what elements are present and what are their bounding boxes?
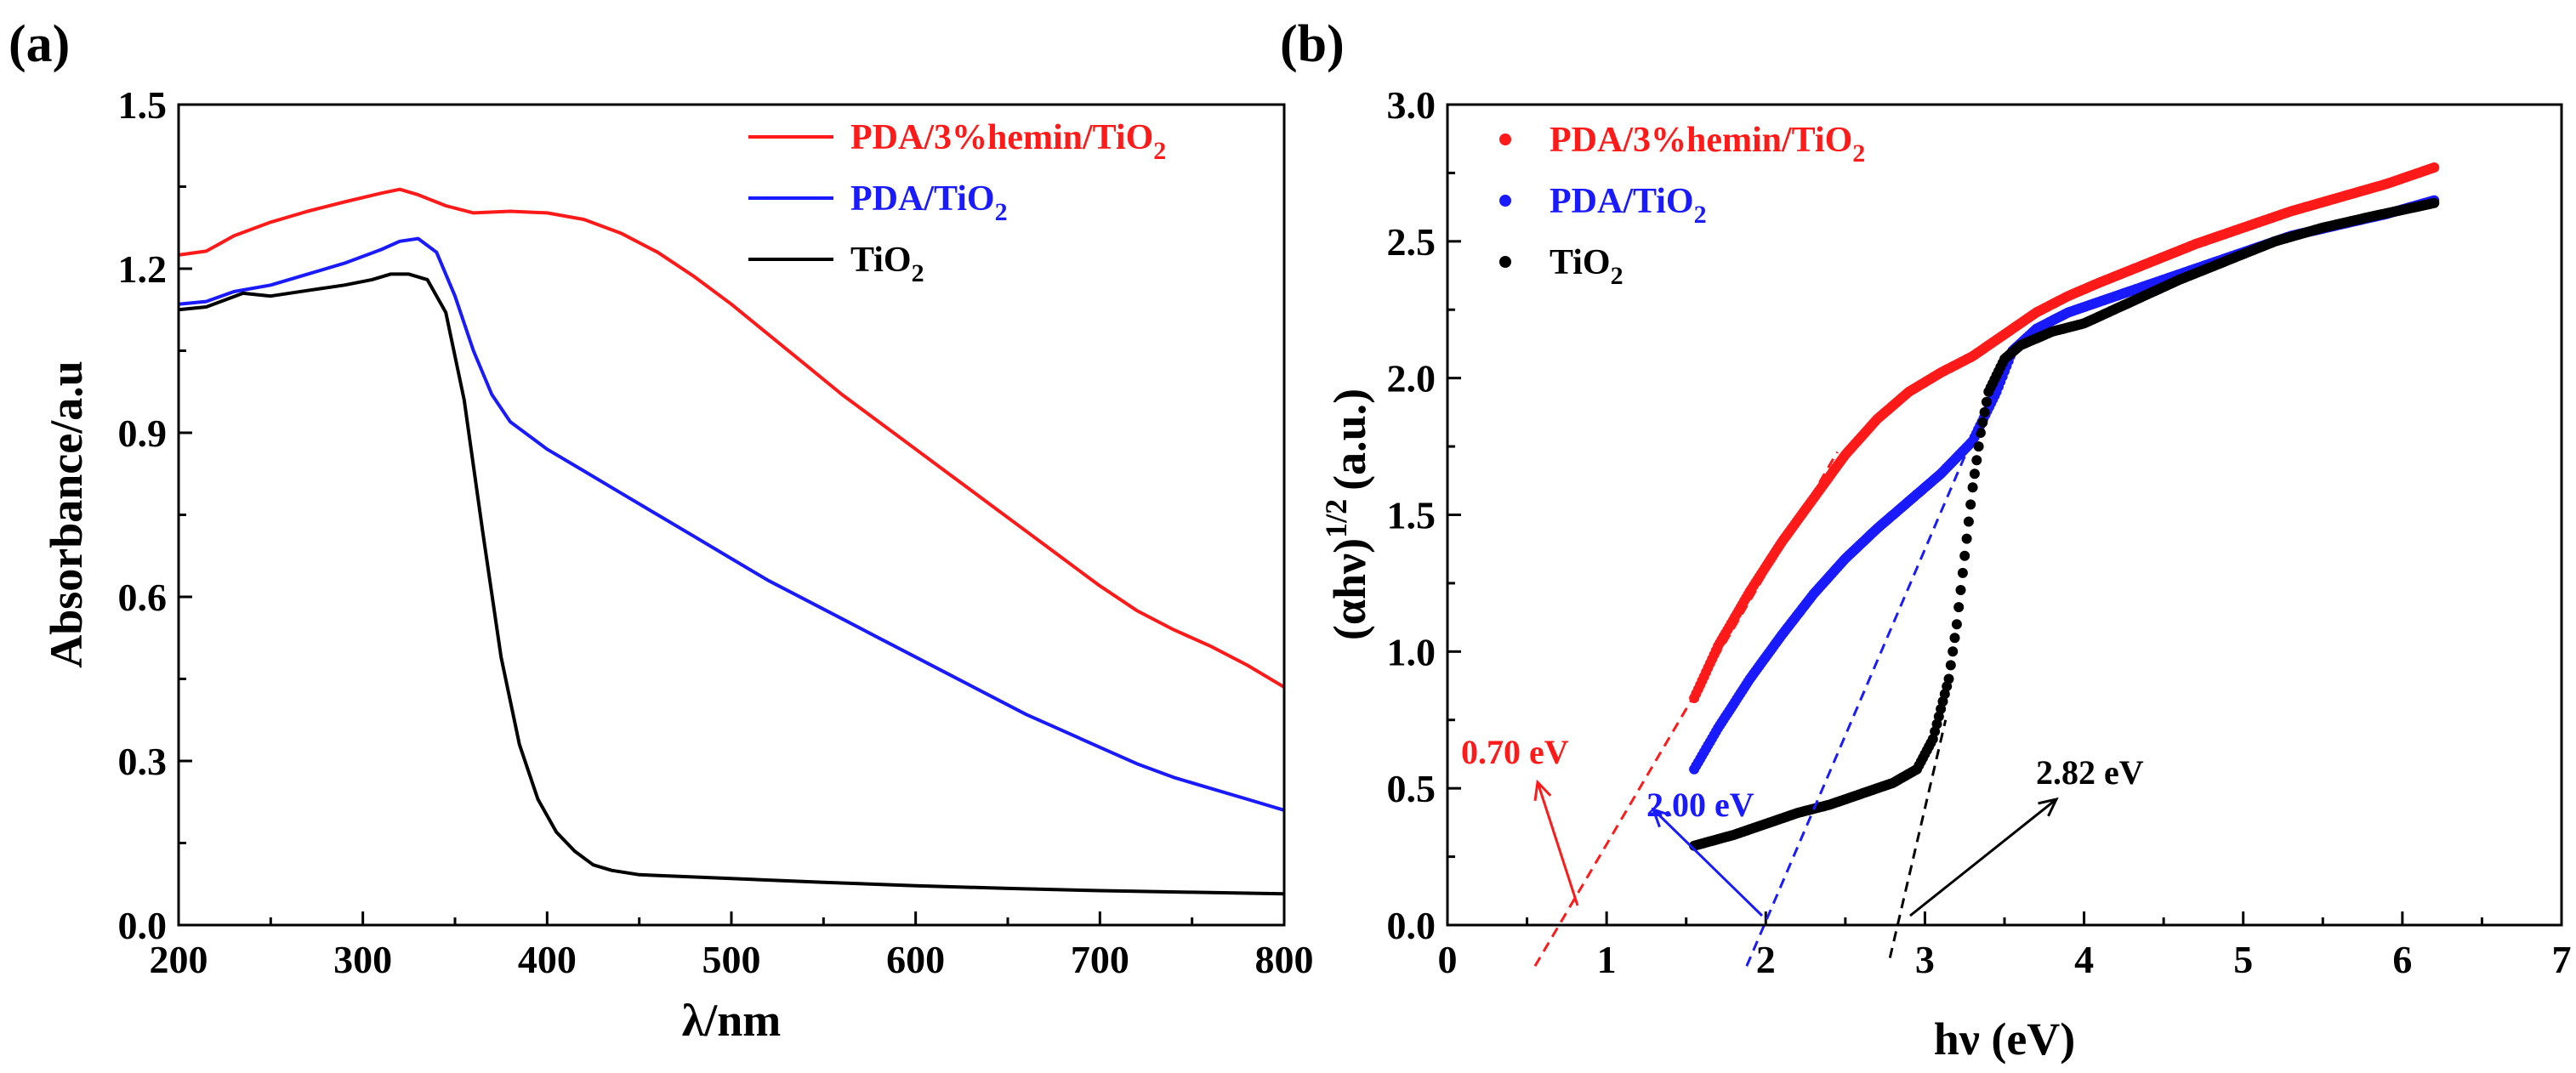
panel-b-x-tick-label: 5 bbox=[2233, 938, 2253, 981]
panel-b-data-point bbox=[1955, 585, 1966, 595]
panel-b-data-point bbox=[1961, 533, 1972, 544]
panel-b-y-tick-label: 2.5 bbox=[1387, 220, 1436, 264]
panel-a-y-tick-label: 0.3 bbox=[118, 740, 168, 783]
panel-b-annotation-arrowhead bbox=[1651, 807, 1672, 828]
panel-a-x-tick-label: 800 bbox=[1255, 938, 1314, 981]
panel-b-annotation-arrow bbox=[1909, 798, 2057, 917]
panel-b-y-tick-label: 3.0 bbox=[1387, 83, 1436, 127]
panel-b-annotations: 0.70 eV 2.00 eV 2.82 eV bbox=[1461, 418, 2144, 968]
panel-a-x-tick-label: 500 bbox=[702, 938, 761, 981]
panel-b-x-tick-label: 6 bbox=[2392, 938, 2412, 981]
panel-b-y-axis-title: (αhν)1/2 (a.u.) bbox=[1319, 389, 1375, 640]
panel-b-legend: PDA/3%hemin/TiO2 PDA/TiO2 TiO2 bbox=[1499, 121, 1865, 290]
panel-a-x-tick-label: 600 bbox=[886, 938, 945, 981]
panel-a-legend-label: PDA/3%hemin/TiO2 bbox=[850, 118, 1166, 165]
panel-b-y-axis-title-unit: (a.u.) bbox=[1324, 389, 1375, 491]
panel-b-annotation-arrow bbox=[1536, 781, 1579, 906]
panel-a-series bbox=[178, 187, 1286, 896]
panel-b-x-tick-label: 7 bbox=[2552, 938, 2572, 981]
panel-b-data-point bbox=[1967, 482, 1978, 493]
panel-b-data-point bbox=[1951, 619, 1962, 630]
panel-a-y-tick-label: 1.5 bbox=[118, 83, 168, 127]
panel-b-tauc-plot: (b) 0 1 2 3 4 5 6 7 0.0 0.5 1.0 1.5 2.0 2.5 3.0 0.70 e… bbox=[1280, 15, 2572, 1064]
panel-b-bandgap-label: 0.70 eV bbox=[1461, 733, 1569, 771]
panel-a-x-tick-label: 400 bbox=[518, 938, 577, 981]
panel-b-annotation-arrow bbox=[1652, 808, 1764, 917]
panel-b-x-tick-label: 2 bbox=[1756, 938, 1776, 981]
panel-b-tangent-line bbox=[1745, 418, 1982, 967]
panel-b-x-tick-label: 3 bbox=[1915, 938, 1935, 981]
panel-a-x-tick-label: 200 bbox=[150, 938, 208, 981]
panel-b-ticks: 0 1 2 3 4 5 6 7 0.0 0.5 1.0 1.5 2.0 2.5 3.0 bbox=[1387, 83, 2572, 981]
panel-b-data-point bbox=[1948, 646, 1959, 657]
panel-b-legend-label: PDA/TiO2 bbox=[1550, 182, 1707, 229]
panel-a-series-line bbox=[178, 187, 1286, 689]
panel-a-x-axis-title: λ/nm bbox=[682, 995, 782, 1046]
panel-b-legend-marker bbox=[1499, 256, 1511, 268]
panel-a-x-tick-label: 300 bbox=[333, 938, 392, 981]
panel-a-legend-label: TiO2 bbox=[850, 241, 924, 287]
panel-a-series-line bbox=[178, 272, 1285, 896]
panel-a-y-axis-title: Absorbance/a.u bbox=[41, 361, 92, 668]
panel-b-tangent-line bbox=[1888, 719, 1948, 958]
panel-b-data-point bbox=[1957, 567, 1968, 578]
panel-b-y-tick-label: 2.0 bbox=[1387, 357, 1436, 400]
panel-b-series bbox=[1689, 162, 2440, 851]
panel-b-data-point bbox=[1981, 396, 1992, 407]
panel-a-ticks: 200 300 400 500 600 700 800 0.0 0.3 0.6 0.9 1.2 1.5 bbox=[118, 83, 1314, 981]
panel-a-y-tick-label: 1.2 bbox=[118, 247, 168, 291]
panel-b-y-tick-label: 0.0 bbox=[1387, 904, 1436, 947]
panel-b-label: (b) bbox=[1280, 15, 1345, 73]
panel-b-legend-marker bbox=[1499, 195, 1511, 207]
panel-b-legend-label: PDA/3%hemin/TiO2 bbox=[1550, 121, 1865, 167]
panel-b-x-axis-title: hν (eV) bbox=[1934, 1013, 2076, 1064]
panel-a-y-tick-label: 0.9 bbox=[118, 412, 168, 455]
panel-b-data-point bbox=[1949, 633, 1960, 644]
panel-b-data-point bbox=[1971, 455, 1982, 466]
panel-a-legend: PDA/3%hemin/TiO2 PDA/TiO2 TiO2 bbox=[748, 118, 1166, 287]
panel-b-data-point bbox=[1969, 468, 1980, 480]
panel-b-x-tick-label: 1 bbox=[1597, 938, 1617, 981]
panel-b-y-axis-title-exponent: 1/2 bbox=[1319, 499, 1353, 538]
panel-b-legend-label: TiO2 bbox=[1550, 243, 1624, 290]
panel-a-absorbance-chart: (a) 200 300 400 500 600 700 800 0.0 0.3 0.6 0.9 1.2… bbox=[9, 15, 1314, 1046]
panel-a-y-tick-label: 0.6 bbox=[118, 576, 168, 619]
panel-b-bandgap-label: 2.00 eV bbox=[1646, 786, 1754, 824]
panel-b-legend-marker bbox=[1499, 133, 1511, 145]
panel-b-data-point bbox=[1959, 550, 1970, 561]
panel-a-y-tick-label: 0.0 bbox=[118, 904, 168, 947]
panel-b-data-point bbox=[1977, 417, 1988, 428]
panel-b-tangent-line bbox=[1533, 451, 1839, 968]
panel-b-x-tick-label: 0 bbox=[1438, 938, 1458, 981]
panel-b-y-axis-title-base: (αhν) bbox=[1324, 538, 1375, 640]
panel-b-y-tick-label: 1.5 bbox=[1387, 494, 1436, 537]
panel-b-data-point bbox=[1979, 406, 1990, 417]
panel-a-label: (a) bbox=[9, 15, 70, 73]
panel-b-data-point bbox=[2429, 197, 2440, 208]
panel-b-data-point bbox=[1963, 516, 1974, 527]
panel-b-annotation-arrowhead bbox=[1533, 779, 1552, 801]
panel-b-x-tick-label: 4 bbox=[2074, 938, 2094, 981]
panel-b-annotation-arrowhead bbox=[2038, 797, 2059, 817]
panel-a-x-tick-label: 700 bbox=[1071, 938, 1129, 981]
panel-a-series-line bbox=[178, 236, 1285, 812]
panel-b-data-point bbox=[1973, 441, 1984, 452]
panel-b-data-point bbox=[2429, 162, 2440, 173]
panel-b-data-point bbox=[1945, 660, 1956, 671]
panel-b-data-point bbox=[1975, 428, 1986, 438]
panel-b-data-point bbox=[1953, 602, 1965, 613]
panel-b-data-point bbox=[1965, 499, 1976, 510]
panel-a-axes-frame bbox=[177, 103, 1286, 927]
panel-b-y-tick-label: 0.5 bbox=[1387, 767, 1436, 810]
panel-b-axes-frame bbox=[1446, 103, 2563, 927]
panel-b-data-point bbox=[1943, 673, 1954, 684]
panel-b-y-tick-label: 1.0 bbox=[1387, 630, 1436, 673]
panel-b-bandgap-label: 2.82 eV bbox=[2036, 753, 2144, 792]
panel-a-legend-label: PDA/TiO2 bbox=[850, 179, 1008, 226]
